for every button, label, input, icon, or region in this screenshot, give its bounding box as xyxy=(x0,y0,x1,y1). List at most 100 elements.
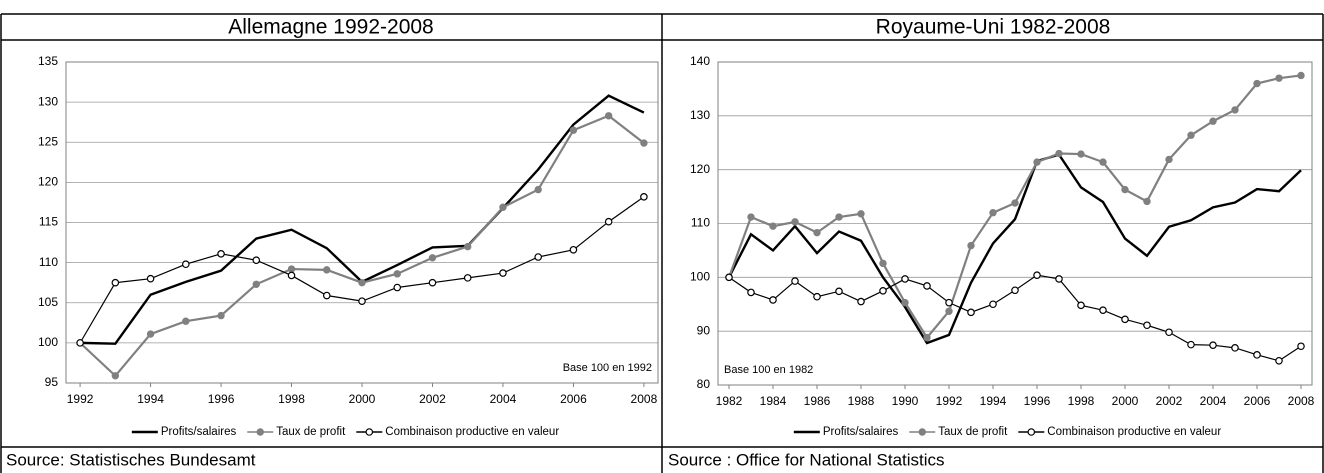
marker xyxy=(640,193,648,201)
source: Source : Office for National Statistics xyxy=(668,450,945,469)
marker xyxy=(323,266,331,274)
y-tick-label: 125 xyxy=(38,134,58,148)
marker xyxy=(256,428,264,436)
y-tick-label: 120 xyxy=(38,175,58,189)
note: Base 100 en 1992 xyxy=(563,362,652,374)
marker xyxy=(1253,79,1261,88)
y-tick-label: 100 xyxy=(690,270,710,284)
x-tick-label: 1998 xyxy=(1068,394,1095,408)
marker xyxy=(1297,342,1305,351)
marker xyxy=(358,278,366,287)
marker xyxy=(1231,344,1239,352)
marker xyxy=(604,217,613,226)
marker xyxy=(835,213,843,221)
source: Source: Statistisches Bundesamt xyxy=(6,450,256,469)
marker xyxy=(640,139,648,147)
legend-label: Taux de profit xyxy=(276,426,346,438)
marker xyxy=(923,282,931,290)
marker xyxy=(1027,428,1036,436)
x-tick-label: 2006 xyxy=(560,392,587,406)
marker xyxy=(791,218,799,226)
marker xyxy=(428,278,437,287)
marker xyxy=(499,269,507,277)
marker xyxy=(1011,199,1019,207)
marker xyxy=(146,274,155,283)
marker xyxy=(464,242,472,251)
x-tick-label: 2002 xyxy=(419,392,446,406)
marker xyxy=(217,249,225,258)
marker xyxy=(499,203,507,211)
marker xyxy=(217,311,225,320)
marker xyxy=(365,428,374,436)
legend-label: Profits/salaires xyxy=(161,426,237,438)
x-tick-label: 1996 xyxy=(208,392,235,406)
marker xyxy=(1275,356,1283,365)
y-tick-label: 90 xyxy=(697,323,711,337)
marker xyxy=(769,222,777,230)
legend-label: Combinaison productive en valeur xyxy=(385,426,559,438)
marker xyxy=(1253,351,1261,359)
marker xyxy=(393,283,402,292)
marker xyxy=(989,209,997,217)
marker xyxy=(252,256,261,265)
marker xyxy=(111,278,120,287)
marker xyxy=(1099,158,1107,166)
note: Base 100 en 1982 xyxy=(724,364,813,376)
legend-label: Profits/salaires xyxy=(823,426,899,438)
x-tick-label: 1994 xyxy=(137,392,164,406)
marker xyxy=(813,228,821,237)
marker xyxy=(747,288,755,297)
x-tick-label: 1996 xyxy=(1024,394,1051,408)
x-tick-label: 2004 xyxy=(1200,394,1227,408)
marker xyxy=(1055,149,1063,158)
marker xyxy=(747,213,755,221)
marker xyxy=(1055,275,1063,283)
marker xyxy=(967,241,975,250)
marker xyxy=(252,280,260,288)
y-tick-label: 80 xyxy=(697,377,711,391)
marker xyxy=(1143,197,1151,206)
marker xyxy=(287,271,296,280)
marker xyxy=(901,298,909,307)
y-tick-label: 105 xyxy=(38,295,58,309)
marker xyxy=(857,210,865,218)
marker xyxy=(182,317,190,325)
marker xyxy=(1121,315,1129,324)
marker xyxy=(769,296,777,304)
marker xyxy=(857,297,865,306)
marker xyxy=(879,286,887,295)
marker xyxy=(923,333,931,342)
marker xyxy=(1011,286,1019,295)
marker xyxy=(463,274,472,282)
marker xyxy=(146,330,155,338)
panel-title: Royaume-Uni 1982-2008 xyxy=(876,16,1111,39)
marker xyxy=(1077,150,1085,158)
marker xyxy=(989,300,997,309)
marker xyxy=(813,292,821,301)
x-tick-label: 1988 xyxy=(848,394,875,408)
x-tick-label: 2002 xyxy=(1156,394,1183,408)
y-tick-label: 135 xyxy=(38,54,58,68)
marker xyxy=(945,298,953,307)
marker xyxy=(393,270,401,278)
marker xyxy=(182,260,190,269)
x-tick-label: 1992 xyxy=(67,392,94,406)
x-tick-label: 2008 xyxy=(1288,394,1315,408)
marker xyxy=(358,297,366,305)
marker xyxy=(879,259,887,268)
x-tick-label: 1984 xyxy=(760,394,787,408)
x-tick-label: 2000 xyxy=(349,392,376,406)
frame xyxy=(0,13,1324,473)
marker xyxy=(725,273,733,282)
marker xyxy=(1033,271,1041,279)
y-tick-label: 110 xyxy=(691,216,710,230)
x-tick-label: 1982 xyxy=(716,394,743,408)
marker xyxy=(1231,106,1239,114)
marker xyxy=(1165,328,1173,337)
marker xyxy=(569,245,578,254)
marker xyxy=(835,287,843,296)
marker xyxy=(1077,301,1085,310)
marker xyxy=(1099,306,1107,314)
marker xyxy=(901,275,909,283)
plot-frame xyxy=(717,61,1313,386)
